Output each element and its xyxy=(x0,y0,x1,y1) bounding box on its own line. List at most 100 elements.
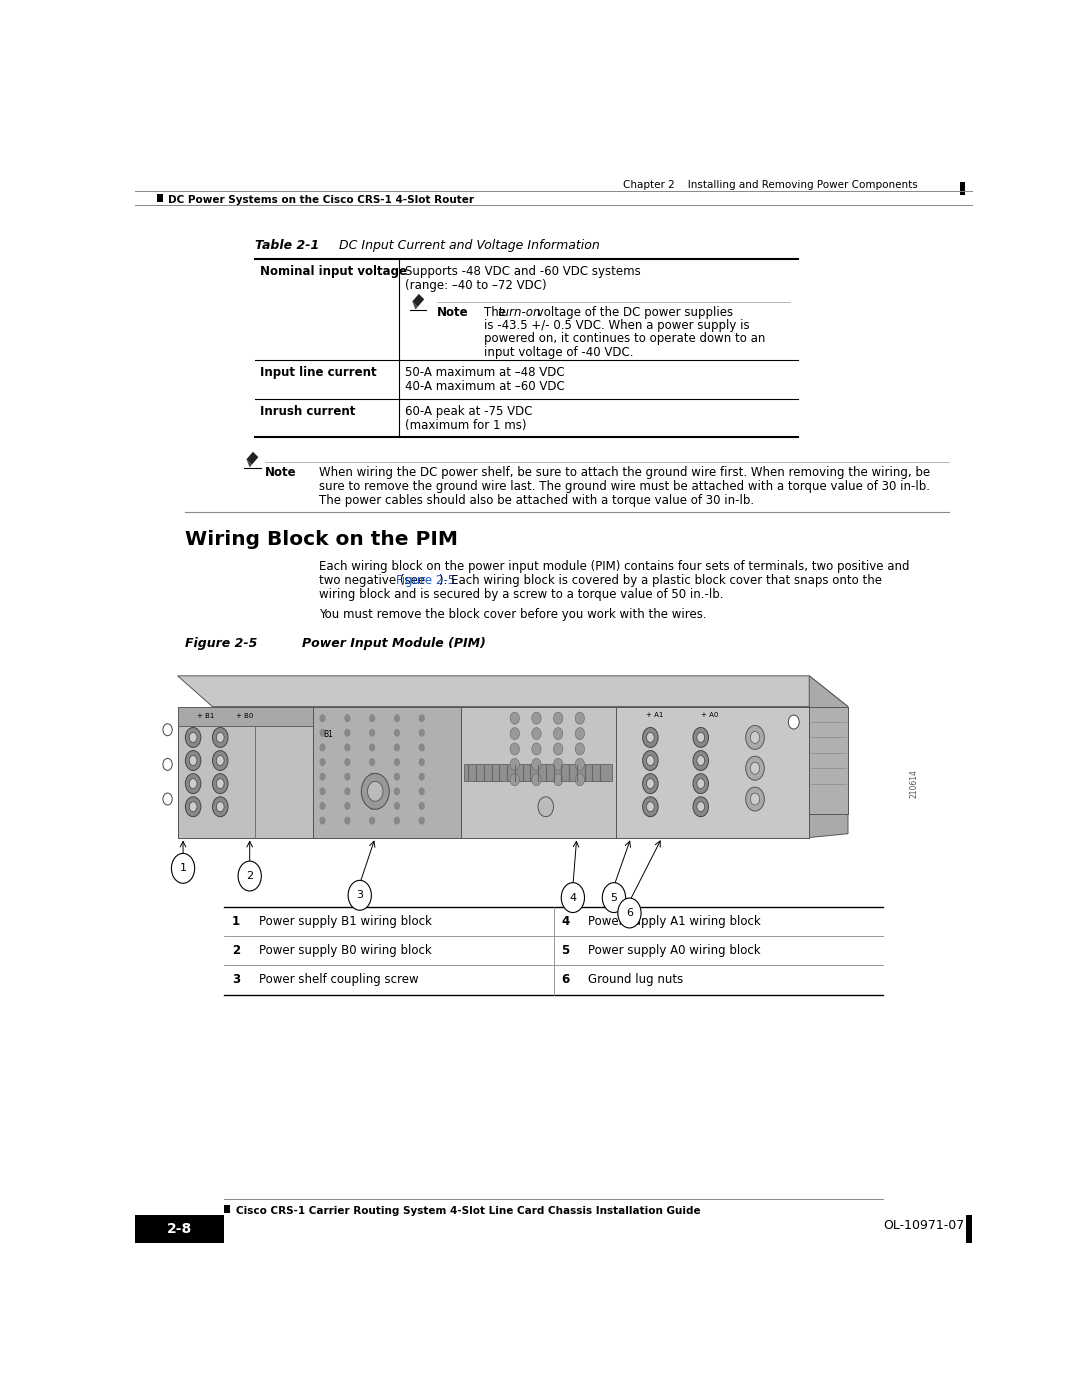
Text: (range: –40 to –72 VDC): (range: –40 to –72 VDC) xyxy=(405,278,546,292)
Circle shape xyxy=(554,728,563,739)
Circle shape xyxy=(369,743,375,752)
Bar xyxy=(177,707,809,838)
Circle shape xyxy=(394,759,400,766)
Circle shape xyxy=(693,796,708,817)
Circle shape xyxy=(510,774,519,785)
Bar xyxy=(225,1204,230,1213)
Text: 4: 4 xyxy=(569,893,577,902)
Circle shape xyxy=(618,898,642,928)
Circle shape xyxy=(531,774,541,785)
Circle shape xyxy=(693,750,708,771)
Circle shape xyxy=(369,773,375,781)
Text: Inrush current: Inrush current xyxy=(260,405,355,418)
Text: OL-10971-07: OL-10971-07 xyxy=(883,1220,964,1232)
Circle shape xyxy=(643,774,658,793)
Text: 5: 5 xyxy=(562,944,569,957)
Text: 4: 4 xyxy=(562,915,569,928)
Circle shape xyxy=(647,778,654,789)
Text: 210614: 210614 xyxy=(909,770,918,798)
Circle shape xyxy=(603,883,625,912)
Circle shape xyxy=(163,724,172,736)
Text: + A1: + A1 xyxy=(647,712,664,718)
Circle shape xyxy=(643,796,658,817)
Text: 1: 1 xyxy=(232,915,240,928)
Circle shape xyxy=(189,802,197,812)
Text: Figure 2-5: Figure 2-5 xyxy=(396,574,456,587)
Text: 50-A maximum at –48 VDC: 50-A maximum at –48 VDC xyxy=(405,366,565,380)
Circle shape xyxy=(643,750,658,771)
Circle shape xyxy=(394,773,400,781)
Circle shape xyxy=(697,778,704,789)
Text: Ground lug nuts: Ground lug nuts xyxy=(589,974,684,986)
Polygon shape xyxy=(246,460,252,468)
Circle shape xyxy=(394,729,400,736)
Circle shape xyxy=(419,773,424,781)
Circle shape xyxy=(510,743,519,754)
Text: 3: 3 xyxy=(232,974,240,986)
Text: 6: 6 xyxy=(626,908,633,918)
Text: Figure 2-5: Figure 2-5 xyxy=(186,637,258,651)
Text: + B0: + B0 xyxy=(235,712,253,719)
Text: sure to remove the ground wire last. The ground wire must be attached with a tor: sure to remove the ground wire last. The… xyxy=(320,481,931,493)
Polygon shape xyxy=(413,293,424,307)
Circle shape xyxy=(216,778,225,789)
Text: ). Each wiring block is covered by a plastic block cover that snaps onto the: ). Each wiring block is covered by a pla… xyxy=(438,574,881,587)
Text: input voltage of -40 VDC.: input voltage of -40 VDC. xyxy=(484,345,633,359)
Circle shape xyxy=(320,788,326,795)
Text: 40-A maximum at –60 VDC: 40-A maximum at –60 VDC xyxy=(405,380,565,393)
Circle shape xyxy=(345,788,350,795)
Circle shape xyxy=(419,714,424,722)
Text: The power cables should also be attached with a torque value of 30 in-lb.: The power cables should also be attached… xyxy=(320,495,755,507)
Text: + B1: + B1 xyxy=(197,712,214,719)
Circle shape xyxy=(320,773,326,781)
Circle shape xyxy=(538,796,554,817)
Text: 2: 2 xyxy=(246,872,254,882)
Circle shape xyxy=(394,743,400,752)
Circle shape xyxy=(345,743,350,752)
Text: 5: 5 xyxy=(610,893,618,902)
Text: 1: 1 xyxy=(179,863,187,873)
Circle shape xyxy=(419,817,424,824)
Text: turn-on: turn-on xyxy=(498,306,541,320)
Bar xyxy=(464,764,611,781)
Circle shape xyxy=(213,750,228,771)
Circle shape xyxy=(419,743,424,752)
Circle shape xyxy=(320,729,326,736)
Text: wiring block and is secured by a screw to a torque value of 50 in.-lb.: wiring block and is secured by a screw t… xyxy=(320,588,724,601)
Text: The: The xyxy=(484,306,510,320)
Circle shape xyxy=(213,728,228,747)
Circle shape xyxy=(554,743,563,754)
Circle shape xyxy=(345,729,350,736)
Text: DC Input Current and Voltage Information: DC Input Current and Voltage Information xyxy=(307,239,599,253)
Circle shape xyxy=(320,743,326,752)
Text: 3: 3 xyxy=(356,890,363,900)
Circle shape xyxy=(510,712,519,724)
Polygon shape xyxy=(246,451,258,465)
Text: Input line current: Input line current xyxy=(260,366,377,380)
Circle shape xyxy=(576,759,584,770)
Circle shape xyxy=(419,788,424,795)
Circle shape xyxy=(697,802,704,812)
Bar xyxy=(177,707,313,838)
Text: Wiring Block on the PIM: Wiring Block on the PIM xyxy=(186,529,458,549)
Text: Cisco CRS-1 Carrier Routing System 4-Slot Line Card Chassis Installation Guide: Cisco CRS-1 Carrier Routing System 4-Slo… xyxy=(235,1207,700,1217)
Circle shape xyxy=(345,802,350,810)
Text: Table 2-1: Table 2-1 xyxy=(255,239,320,253)
Circle shape xyxy=(186,728,201,747)
Circle shape xyxy=(189,732,197,742)
Circle shape xyxy=(394,817,400,824)
Circle shape xyxy=(367,781,383,802)
Bar xyxy=(313,707,460,838)
Circle shape xyxy=(369,788,375,795)
Bar xyxy=(616,707,809,838)
Circle shape xyxy=(562,883,584,912)
Text: Note: Note xyxy=(266,467,297,479)
Circle shape xyxy=(369,759,375,766)
Text: + A0: + A0 xyxy=(701,712,718,718)
Text: 2-8: 2-8 xyxy=(166,1222,192,1236)
Polygon shape xyxy=(809,676,848,838)
Circle shape xyxy=(693,774,708,793)
Circle shape xyxy=(745,756,765,780)
Circle shape xyxy=(531,743,541,754)
Circle shape xyxy=(345,714,350,722)
